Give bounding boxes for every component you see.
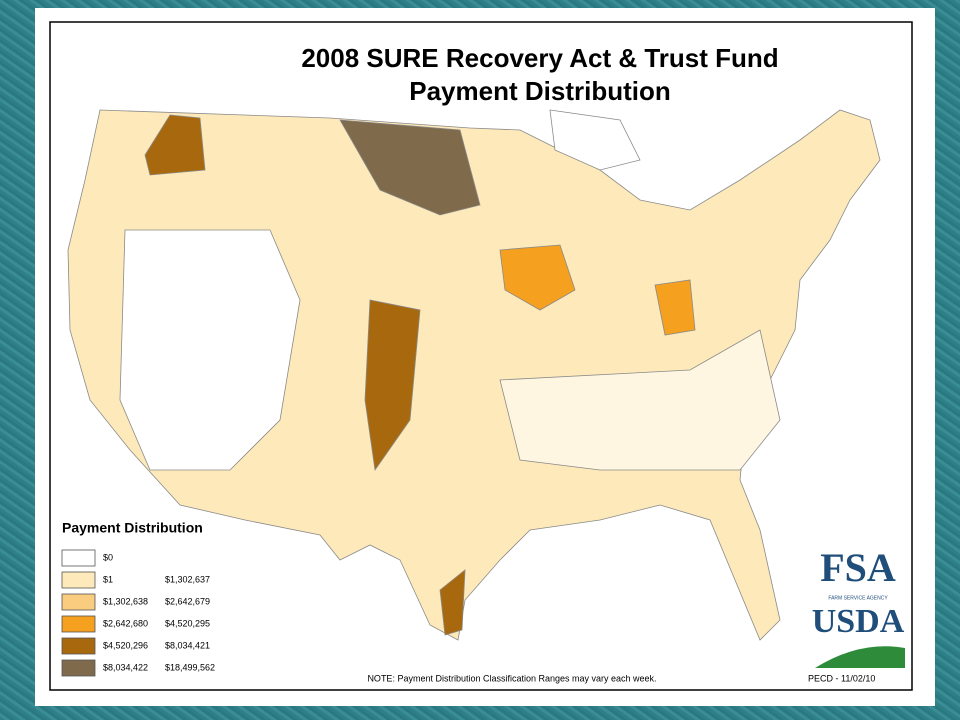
title: Payment Distribution bbox=[409, 76, 670, 106]
region-shape bbox=[144, 114, 206, 176]
legend-high: $4,520,295 bbox=[165, 618, 210, 628]
fsa-subtitle: FARM SERVICE AGENCY bbox=[828, 595, 888, 601]
note: NOTE: Payment Distribution Classificatio… bbox=[367, 673, 656, 683]
region-shape bbox=[654, 279, 696, 336]
legend-swatch bbox=[61, 659, 96, 677]
fsa-text: FSA bbox=[820, 545, 896, 590]
legend-high: $1,302,637 bbox=[165, 574, 210, 584]
region-shape bbox=[439, 569, 466, 636]
region-shape bbox=[499, 244, 576, 311]
fsa-logo: FSA FARM SERVICE AGENCY bbox=[820, 545, 896, 601]
region-shape bbox=[549, 109, 641, 171]
legend-high: $8,034,421 bbox=[165, 640, 210, 650]
us-map bbox=[67, 109, 881, 641]
legend-high: $18,499,562 bbox=[165, 662, 215, 672]
legend-low: $4,520,296 bbox=[103, 640, 148, 650]
legend-low: $1 bbox=[103, 574, 113, 584]
usda-text: USDA bbox=[812, 603, 905, 640]
legend-swatch bbox=[61, 549, 96, 567]
region-shape bbox=[119, 229, 301, 471]
region-shape bbox=[339, 119, 481, 216]
legend-swatch bbox=[61, 571, 96, 589]
legend-low: $8,034,422 bbox=[103, 662, 148, 672]
legend-title: Payment Distribution bbox=[62, 520, 203, 536]
stamp: PECD - 11/02/10 bbox=[808, 673, 875, 683]
legend-low: $2,642,680 bbox=[103, 618, 148, 628]
legend-swatch bbox=[61, 593, 96, 611]
usda-swoosh bbox=[815, 646, 905, 668]
legend-swatch bbox=[61, 637, 96, 655]
usda-logo: USDA bbox=[812, 603, 905, 668]
region-shape bbox=[499, 329, 781, 471]
title: 2008 SURE Recovery Act & Trust Fund bbox=[301, 43, 778, 73]
legend-low: $0 bbox=[103, 552, 113, 562]
region-shape bbox=[364, 299, 421, 472]
legend-swatch bbox=[61, 615, 96, 633]
legend-low: $1,302,638 bbox=[103, 596, 148, 606]
legend: $0 $1 $1,302,637 $1,302,638 $2,642,679 $2,642… bbox=[61, 549, 215, 677]
legend-high: $2,642,679 bbox=[165, 596, 210, 606]
